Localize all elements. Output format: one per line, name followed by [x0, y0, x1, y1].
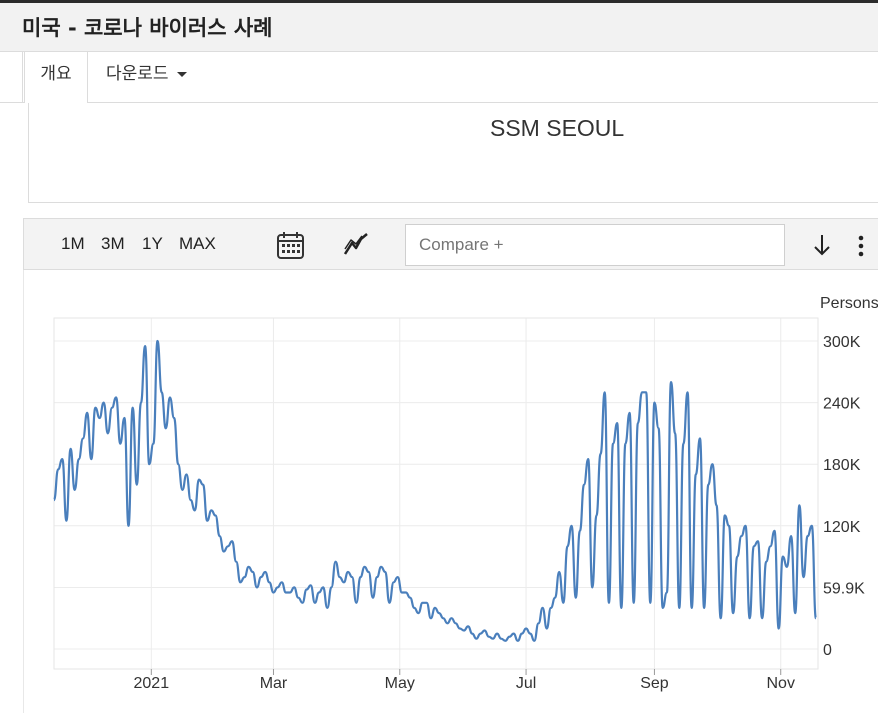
range-button-max[interactable]: MAX [179, 234, 216, 253]
calendar-icon[interactable] [276, 230, 306, 260]
x-tick-label: May [385, 675, 415, 692]
tab-bar-edge [22, 52, 23, 102]
range-button-3m[interactable]: 3M [101, 234, 125, 253]
y-tick-label: 300K [823, 334, 861, 351]
x-tick-label: Nov [767, 675, 795, 692]
plot-area [53, 317, 819, 670]
panel-left-rule [23, 270, 24, 713]
range-button-1y[interactable]: 1Y [142, 234, 163, 253]
y-tick-label: 240K [823, 396, 861, 413]
source-name: SSM SEOUL [490, 115, 625, 141]
top-border [0, 0, 878, 3]
trend-icon[interactable] [342, 230, 370, 258]
info-box [28, 103, 878, 203]
axis-ticks: 0 59.9K 120K 180K 240K 300K 2021 Mar May Jul Sep No… [134, 334, 866, 692]
y-tick-label: 120K [823, 519, 861, 536]
title-bar: 미국 - 코로나 바이러스 사례 [0, 3, 878, 52]
x-tick-label: Mar [260, 675, 288, 692]
series-line [52, 339, 817, 642]
tab-download[interactable]: 다운로드 [106, 52, 187, 102]
compare-input[interactable] [405, 224, 785, 266]
y-tick-label: 59.9K [823, 581, 865, 598]
y-axis-unit: Persons [820, 295, 878, 312]
tab-bar [0, 52, 878, 103]
page-title: 미국 - 코로나 바이러스 사례 [22, 16, 273, 40]
chart-grid [54, 318, 818, 669]
tab-overview[interactable]: 개요 [24, 52, 88, 103]
tab-download-label: 다운로드 [106, 64, 169, 84]
caret-down-icon [176, 71, 187, 77]
x-tick-label: Sep [640, 675, 669, 692]
more-vertical-icon[interactable] [855, 233, 867, 259]
y-tick-label: 180K [823, 457, 861, 474]
download-icon[interactable] [810, 232, 834, 258]
range-button-1m[interactable]: 1M [61, 234, 85, 253]
x-tick-label: Jul [516, 675, 536, 692]
y-tick-label: 0 [823, 642, 832, 659]
x-tick-label: 2021 [134, 675, 170, 692]
